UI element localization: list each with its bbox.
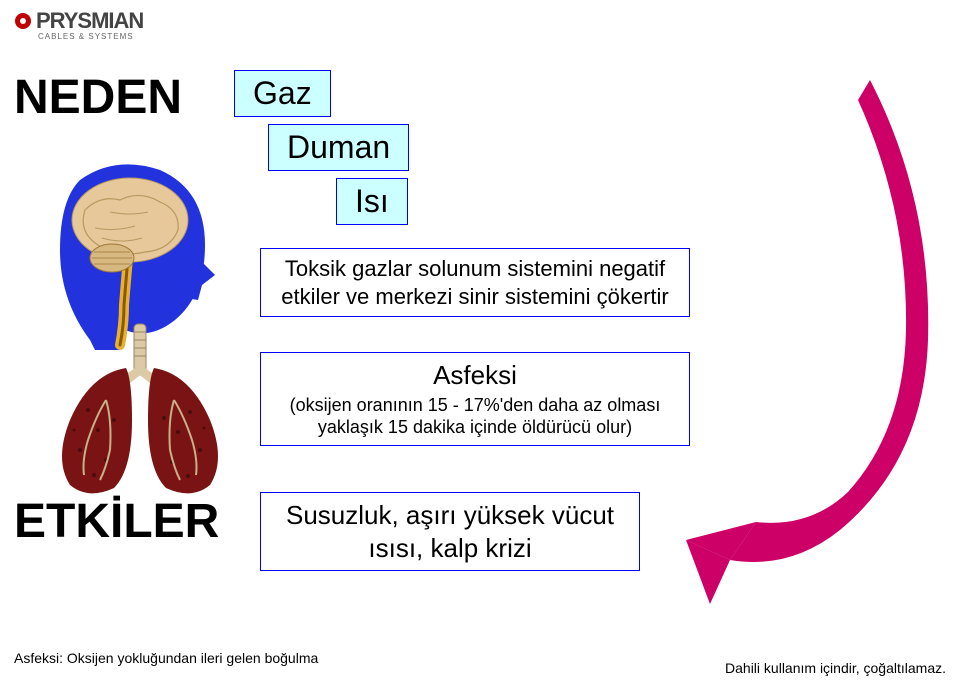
lungs-illustration: [40, 320, 240, 500]
asfeksi-title: Asfeksi: [275, 359, 675, 392]
page-title: NEDEN: [14, 70, 182, 125]
cause-box-gas: Gaz: [234, 70, 331, 117]
footer-right: Dahili kullanım içindir, çoğaltılamaz.: [725, 660, 946, 676]
info-box-heat-effect: Susuzluk, aşırı yüksek vücut ısısı, kalp…: [260, 492, 640, 571]
curved-arrow-icon: [680, 60, 940, 620]
cause-box-smoke: Duman: [268, 124, 409, 171]
info-box-asfeksi: Asfeksi (oksijen oranının 15 - 17%'den d…: [260, 352, 690, 446]
logo-tagline: CABLES & SYSTEMS: [38, 32, 143, 41]
info-box-toxic: Toksik gazlar solunum sistemini negatif …: [260, 248, 690, 317]
logo-dot-icon: [14, 12, 32, 30]
asfeksi-subtitle: (oksijen oranının 15 - 17%'den daha az o…: [275, 394, 675, 439]
footnote: Asfeksi: Oksijen yokluğundan ileri gelen…: [14, 650, 318, 666]
cause-box-heat: Isı: [336, 178, 408, 225]
logo-brand-text: PRYSMIAN: [36, 8, 143, 34]
effects-title: ETKİLER: [14, 494, 219, 549]
brand-logo: PRYSMIAN CABLES & SYSTEMS: [14, 8, 143, 41]
